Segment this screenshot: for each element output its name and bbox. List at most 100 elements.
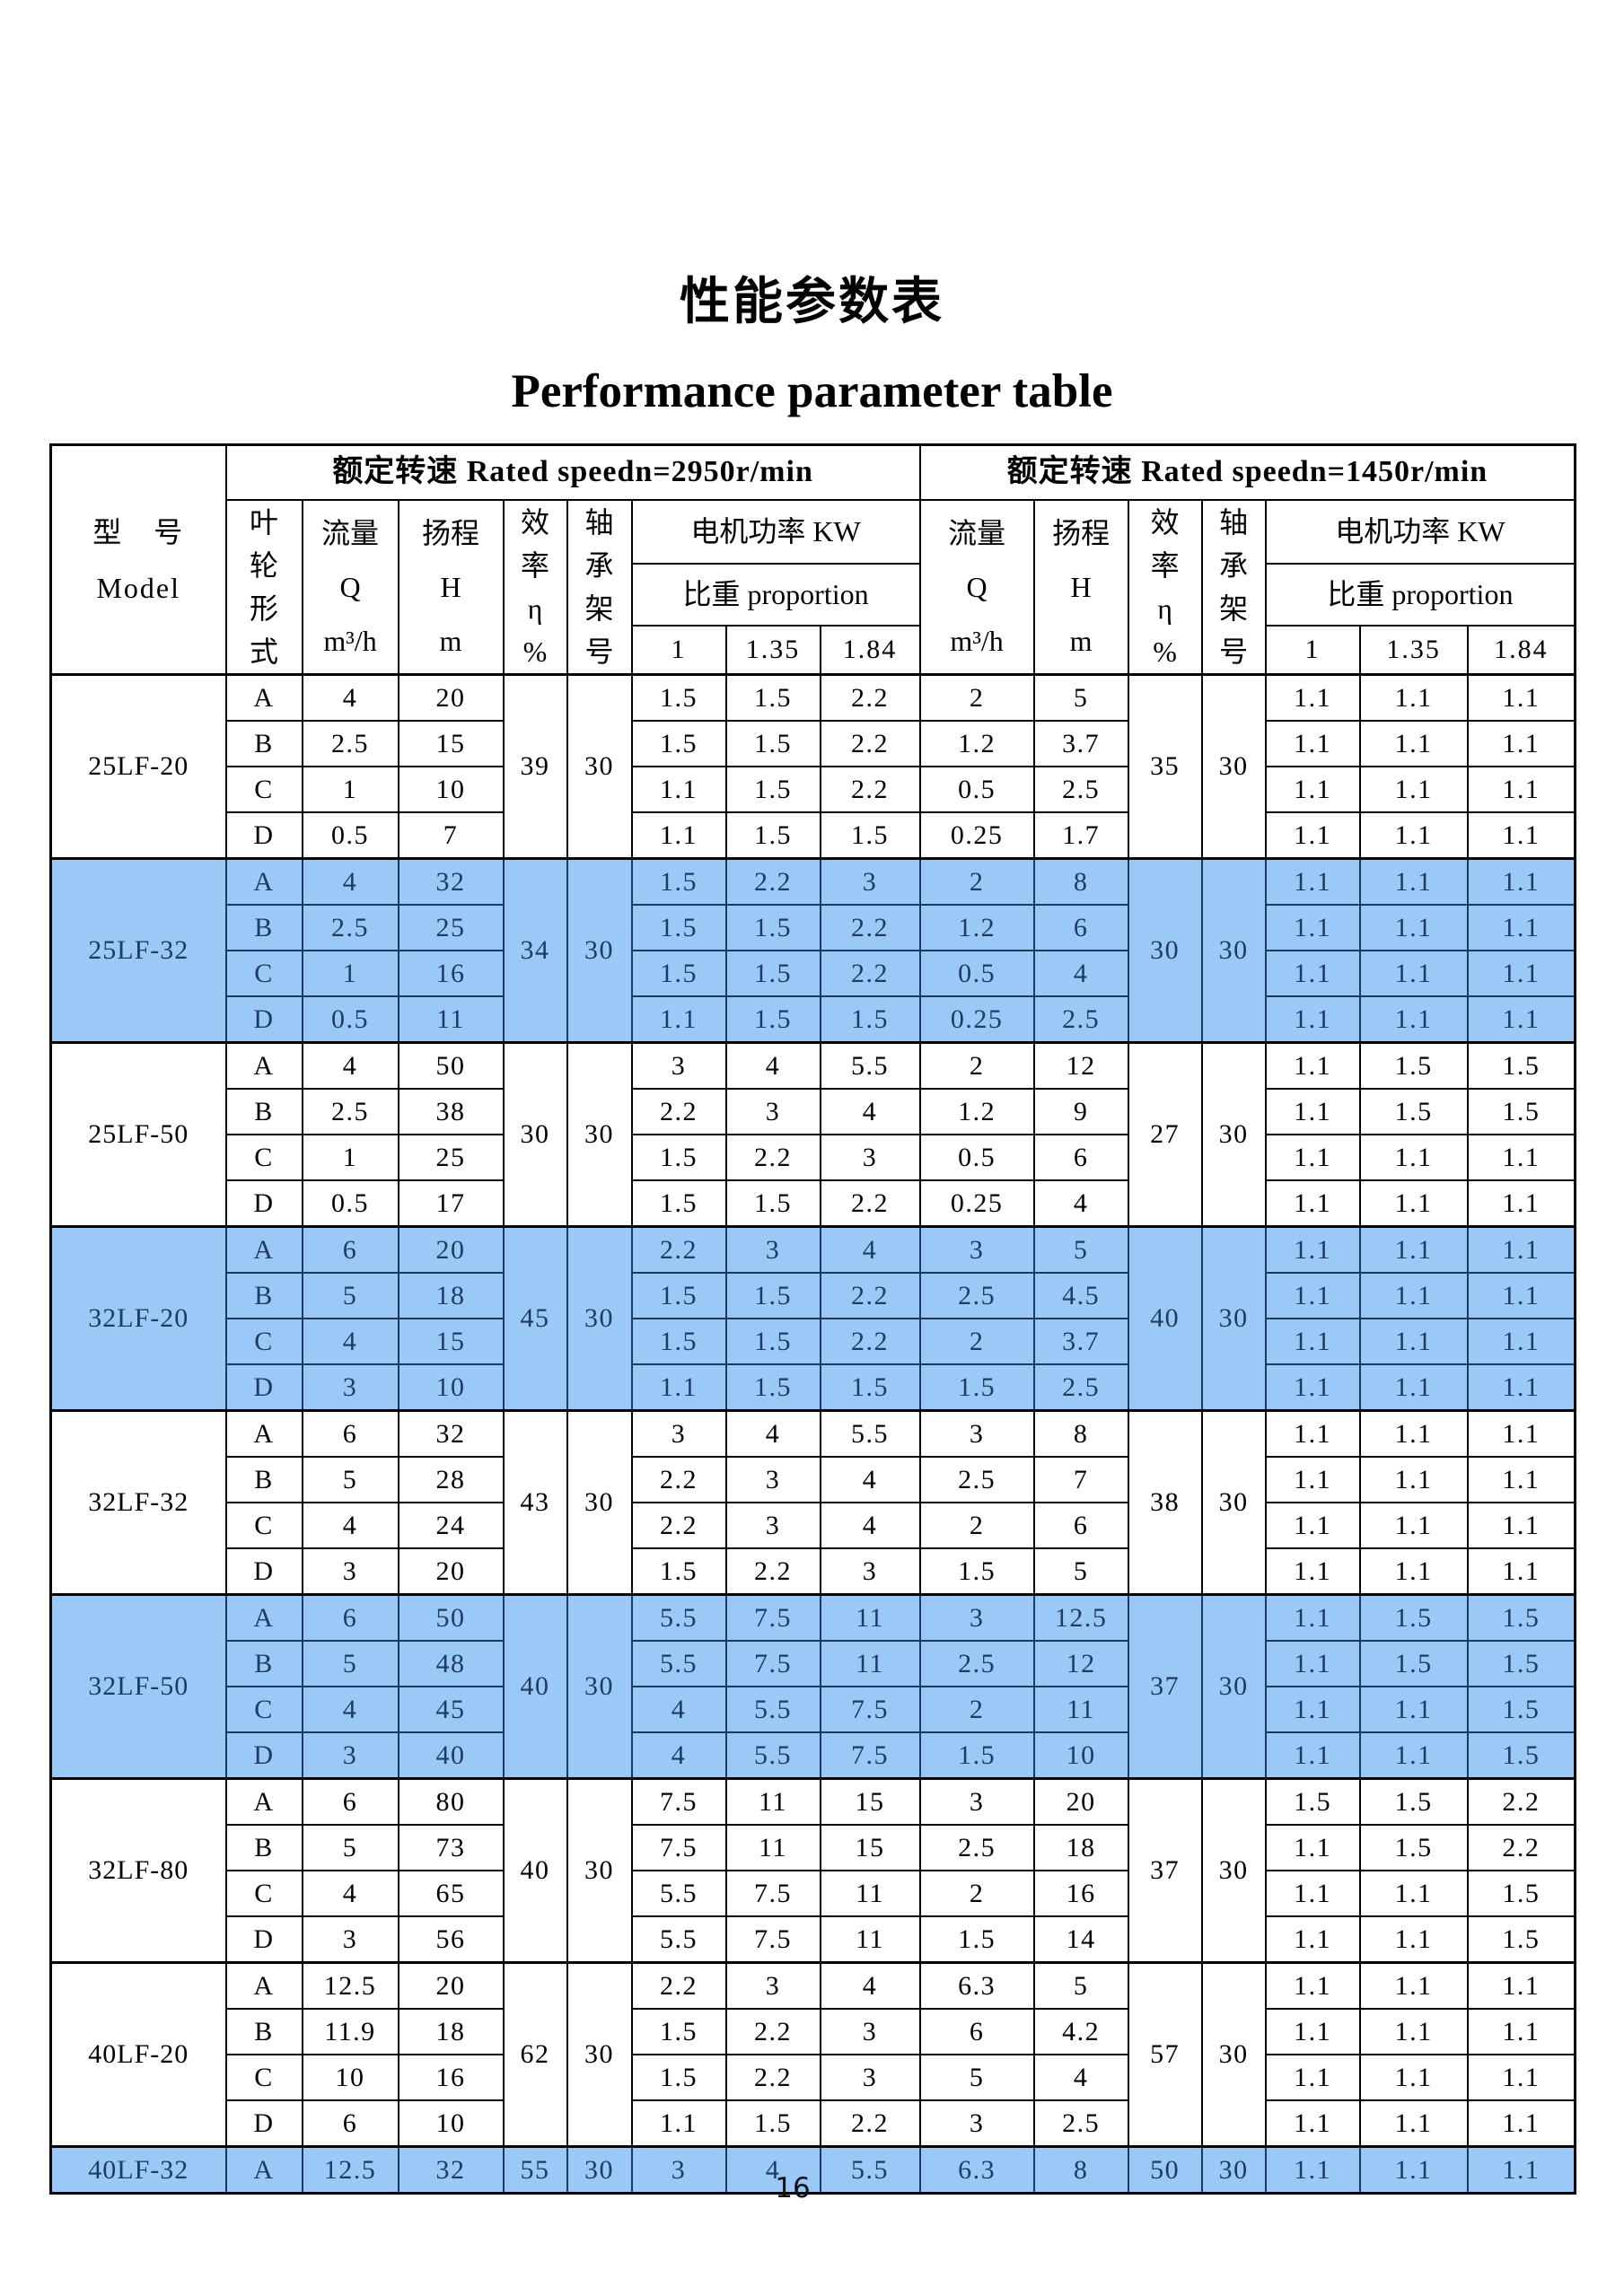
cell-power-1450-135: 1.1	[1358, 720, 1469, 767]
cell-power-1450-184: 1.5	[1466, 1686, 1576, 1733]
cell-power-2950-1: 1.1	[630, 995, 727, 1044]
cell-power-1450-135: 1.1	[1358, 1456, 1469, 1503]
cell-power-1450-184: 1.1	[1466, 1179, 1576, 1228]
cell-power-2950-184: 11	[819, 1915, 921, 1964]
cell-power-1450-184: 1.1	[1466, 811, 1576, 860]
table-row: 25LF-32 A 4 32 34 30 1.5 2.2 3 2 8 30 30 1.1 1.1 1.1	[49, 857, 1576, 1044]
cell-power-1450-184: 1.1	[1466, 904, 1576, 951]
cell-power-2950-1: 3	[630, 1041, 727, 1090]
cell-head-2950: 32	[397, 2145, 505, 2195]
cell-power-1450-135: 1.1	[1358, 1225, 1469, 1274]
cell-power-2950-1: 1.5	[630, 673, 727, 722]
cell-model: 32LF-32	[49, 1409, 227, 1596]
cell-head-2950: 50	[397, 1593, 505, 1642]
cell-power-1450-135: 1.1	[1358, 673, 1469, 722]
cell-head-1450: 14	[1032, 1915, 1129, 1964]
cell-head-1450: 4	[1032, 2054, 1129, 2101]
cell-power-1450-1: 1.1	[1264, 1318, 1361, 1365]
cell-power-2950-135: 1.5	[724, 673, 821, 722]
cell-head-1450: 5	[1032, 1961, 1129, 2010]
cell-power-1450-135: 1.1	[1358, 1686, 1469, 1733]
cell-bearing-1450: 30	[1200, 1593, 1267, 1780]
cell-power-2950-135: 3	[724, 1456, 821, 1503]
table-row: 32LF-20 A 6 20 45 30 2.2 3 4 3 5 40 30 1.1 1.1 1.1	[49, 1225, 1576, 1412]
cell-efficiency-1450: 35	[1127, 673, 1203, 860]
cell-head-2950: 7	[397, 811, 505, 860]
cell-power-2950-184: 1.5	[819, 811, 921, 860]
cell-head-2950: 10	[397, 1363, 505, 1412]
cell-power-2950-135: 2.2	[724, 2008, 821, 2055]
cell-power-1450-184: 1.1	[1466, 1456, 1576, 1503]
cell-power-2950-135: 5.5	[724, 1686, 821, 1733]
cell-flow-2950: 1	[301, 950, 399, 997]
cell-power-2950-1: 1.1	[630, 766, 727, 813]
cell-bearing-1450: 30	[1200, 1409, 1267, 1596]
cell-flow-2950: 10	[301, 2054, 399, 2101]
cell-power-2950-184: 4	[819, 1225, 921, 1274]
cell-power-1450-1: 1.1	[1264, 2145, 1361, 2195]
cell-power-2950-184: 7.5	[819, 1686, 921, 1733]
cell-impeller: D	[224, 995, 303, 1044]
cell-flow-1450: 2	[918, 1870, 1035, 1917]
cell-power-2950-184: 4	[819, 1502, 921, 1549]
cell-head-1450: 3.7	[1032, 1318, 1129, 1365]
cell-impeller: D	[224, 811, 303, 860]
cell-power-1450-1: 1.1	[1264, 1502, 1361, 1549]
cell-flow-1450: 0.25	[918, 995, 1035, 1044]
cell-head-2950: 20	[397, 1225, 505, 1274]
cell-power-2950-135: 11	[724, 1824, 821, 1871]
cell-head-1450: 9	[1032, 1088, 1129, 1135]
cell-head-1450: 7	[1032, 1456, 1129, 1503]
cell-impeller: D	[224, 1179, 303, 1228]
cell-head-2950: 20	[397, 1961, 505, 2010]
cell-flow-1450: 1.5	[918, 1915, 1035, 1964]
cell-bearing-1450: 30	[1200, 1225, 1267, 1412]
cell-bearing-2950: 30	[566, 1961, 633, 2148]
cell-flow-1450: 2	[918, 1041, 1035, 1090]
cell-head-2950: 25	[397, 1134, 505, 1181]
cell-bearing-2950: 30	[566, 2145, 633, 2195]
table-row: B 5 28 2.2 3 4 2.5 7 1.1 1.1 1.1	[51, 1456, 1576, 1503]
header-flow-1450: 流量 Q m³/h	[918, 498, 1035, 676]
cell-power-1450-1: 1.1	[1264, 1363, 1361, 1412]
cell-flow-1450: 0.5	[918, 766, 1035, 813]
cell-head-2950: 38	[397, 1088, 505, 1135]
header-bearing-1450: 轴 承 架 号	[1200, 498, 1267, 676]
cell-model: 25LF-20	[49, 673, 227, 860]
table-row: 40LF-32 A 12.5 32 55 30 3 4 5.5 6.3 8 50 30 1.1 1.1 1.1	[49, 2145, 1576, 2195]
table-row: 32LF-32 A 6 32 43 30 3 4 5.5 3 8 38 30 1.1 1.1 1.1	[49, 1409, 1576, 1596]
cell-flow-1450: 2.5	[918, 1640, 1035, 1687]
cell-efficiency-1450: 40	[1127, 1225, 1203, 1412]
cell-power-2950-184: 3	[819, 2008, 921, 2055]
cell-power-2950-135: 3	[724, 1225, 821, 1274]
cell-impeller: C	[224, 1134, 303, 1181]
cell-power-2950-1: 5.5	[630, 1870, 727, 1917]
cell-power-1450-1: 1.1	[1264, 1179, 1361, 1228]
cell-flow-1450: 3	[918, 1409, 1035, 1458]
cell-power-2950-135: 4	[724, 1041, 821, 1090]
cell-head-2950: 65	[397, 1870, 505, 1917]
cell-flow-2950: 5	[301, 1824, 399, 1871]
cell-power-1450-135: 1.1	[1358, 1318, 1469, 1365]
cell-head-2950: 16	[397, 2054, 505, 2101]
cell-impeller: B	[224, 1824, 303, 1871]
cell-power-1450-135: 1.1	[1358, 1179, 1469, 1228]
cell-head-1450: 2.5	[1032, 1363, 1129, 1412]
table-row: D 0.5 17 1.5 1.5 2.2 0.25 4 1.1 1.1 1.1	[51, 1179, 1576, 1228]
cell-bearing-1450: 30	[1200, 2145, 1267, 2195]
cell-head-2950: 25	[397, 904, 505, 951]
cell-power-2950-184: 5.5	[819, 2145, 921, 2195]
cell-head-2950: 10	[397, 2099, 505, 2148]
cell-impeller: B	[224, 1640, 303, 1687]
cell-impeller: D	[224, 1915, 303, 1964]
cell-head-1450: 20	[1032, 1777, 1129, 1826]
cell-power-1450-1: 1.1	[1264, 1870, 1361, 1917]
cell-bearing-2950: 30	[566, 1593, 633, 1780]
cell-power-2950-184: 2.2	[819, 720, 921, 767]
cell-efficiency-2950: 39	[502, 673, 568, 860]
cell-flow-1450: 1.2	[918, 904, 1035, 951]
cell-model: 32LF-20	[49, 1225, 227, 1412]
cell-efficiency-1450: 57	[1127, 1961, 1203, 2148]
cell-power-1450-184: 1.5	[1466, 1870, 1576, 1917]
header-proportion-1450: 比重 proportion	[1264, 562, 1576, 627]
